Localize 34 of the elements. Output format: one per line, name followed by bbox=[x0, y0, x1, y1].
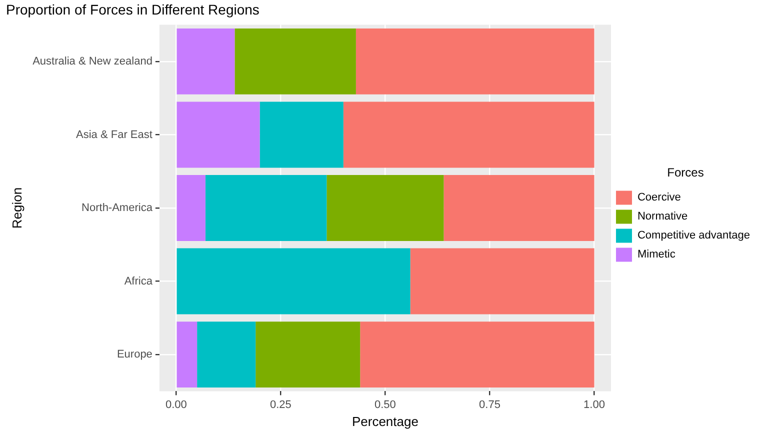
bar bbox=[197, 322, 256, 388]
y-axis-title: Region bbox=[9, 187, 24, 229]
x-tick-label: 0.75 bbox=[479, 398, 500, 411]
x-tick-label: 0.25 bbox=[270, 398, 292, 411]
legend-label: Mimetic bbox=[637, 248, 676, 261]
y-tick-label: North-America bbox=[82, 202, 154, 214]
bar bbox=[444, 175, 594, 241]
bar bbox=[343, 102, 594, 168]
bar bbox=[410, 248, 594, 314]
bar bbox=[256, 322, 360, 388]
legend-label: Competitive advantage bbox=[637, 230, 750, 242]
bar bbox=[176, 248, 410, 314]
y-tick-label: Europe bbox=[116, 348, 152, 361]
legend-label: Normative bbox=[637, 210, 688, 223]
bar bbox=[176, 28, 235, 94]
y-tick-label: Africa bbox=[124, 275, 154, 288]
bar bbox=[260, 102, 344, 168]
x-tick-label: 0.00 bbox=[165, 398, 187, 411]
bar bbox=[326, 175, 444, 241]
bar bbox=[356, 28, 594, 94]
bar bbox=[176, 322, 198, 388]
legend-title: Forces bbox=[667, 166, 704, 180]
x-tick-label: 1.00 bbox=[584, 398, 605, 411]
x-tick-label: 0.50 bbox=[374, 398, 396, 411]
bar bbox=[234, 28, 356, 94]
y-tick-label: Asia & Far East bbox=[76, 128, 152, 141]
bar bbox=[176, 175, 206, 241]
y-tick-label: Australia & New zealand bbox=[32, 55, 152, 68]
chart-title: Proportion of Forces in Different Regions bbox=[6, 1, 260, 18]
bar bbox=[176, 102, 260, 168]
bar bbox=[205, 175, 327, 241]
x-axis-title: Percentage bbox=[352, 414, 418, 429]
legend-label: Coercive bbox=[637, 192, 681, 204]
bar bbox=[360, 322, 594, 388]
